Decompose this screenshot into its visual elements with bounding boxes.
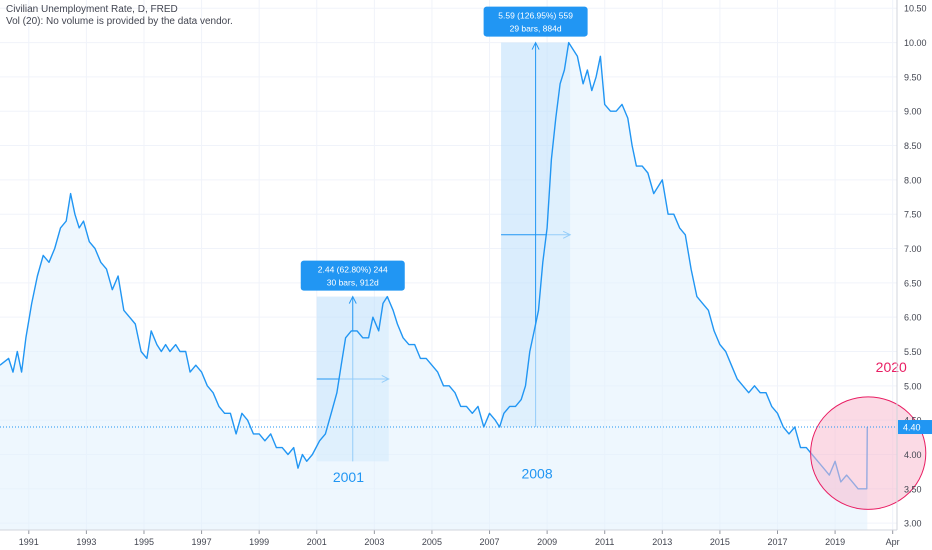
x-tick-label: 2019: [825, 537, 845, 547]
annotation-2020: 2020: [876, 359, 907, 375]
y-tick-label: 8.50: [904, 141, 922, 151]
x-tick-label: 2003: [364, 537, 384, 547]
last-value-badge: [898, 420, 932, 435]
last-value-label: 4.40: [903, 423, 921, 433]
y-tick-label: 8.00: [904, 175, 922, 185]
series-area-fill: [0, 42, 868, 530]
y-tick-label: 10.00: [904, 38, 927, 48]
y-tick-label: 5.50: [904, 347, 922, 357]
y-tick-label: 7.50: [904, 210, 922, 220]
y-tick-label: 3.50: [904, 484, 922, 494]
measure-label-line1: 2.44 (62.80%) 244: [318, 265, 388, 275]
y-tick-label: 6.00: [904, 313, 922, 323]
measure-label-line2: 30 bars, 912d: [327, 278, 379, 288]
series-line-path: [0, 41, 868, 490]
x-tick-label: Apr: [886, 537, 900, 547]
x-tick-label: 1991: [19, 537, 39, 547]
x-tick-label: 2013: [652, 537, 672, 547]
y-tick-label: 9.00: [904, 107, 922, 117]
x-tick-label: 1993: [76, 537, 96, 547]
series-area: [0, 42, 868, 530]
x-tick-label: 2007: [480, 537, 500, 547]
y-tick-label: 5.00: [904, 381, 922, 391]
measure-arrow-head: [348, 295, 357, 304]
measurement-labels: 2.44 (62.80%) 244 30 bars, 912d 5.59 (126.…: [300, 6, 588, 291]
x-tick-label: 2017: [767, 537, 787, 547]
x-tick-label: 1997: [192, 537, 212, 547]
x-tick-label: 1999: [249, 537, 269, 547]
x-tick-label: 2001: [307, 537, 327, 547]
y-tick-label: 10.50: [904, 4, 927, 14]
measure-label-box: [300, 260, 405, 291]
measure-label-line2: 29 bars, 884d: [510, 24, 562, 34]
x-tick-label: 1995: [134, 537, 154, 547]
x-tick-label: 2011: [595, 537, 614, 547]
annotations: 2001 2008 2020: [333, 359, 907, 485]
y-tick-label: 9.50: [904, 72, 922, 82]
y-tick-label: 3.00: [904, 519, 922, 529]
measure-label-box: [483, 6, 588, 37]
x-tick-label: 2005: [422, 537, 442, 547]
y-tick-label: 4.00: [904, 450, 922, 460]
annotation-2001: 2001: [333, 469, 364, 485]
x-tick-label: 2015: [710, 537, 730, 547]
series-line: [0, 41, 868, 490]
y-tick-label: 7.00: [904, 244, 922, 254]
measure-label-line1: 5.59 (126.95%) 559: [498, 11, 573, 21]
x-tick-label: 2009: [537, 537, 557, 547]
annotation-2008: 2008: [521, 466, 552, 482]
volume-note: Vol (20): No volume is provided by the d…: [6, 16, 233, 27]
y-tick-label: 6.50: [904, 278, 922, 288]
chart-title: Civilian Unemployment Rate, D, FRED: [6, 4, 178, 15]
measure-arrow-head: [531, 41, 540, 50]
